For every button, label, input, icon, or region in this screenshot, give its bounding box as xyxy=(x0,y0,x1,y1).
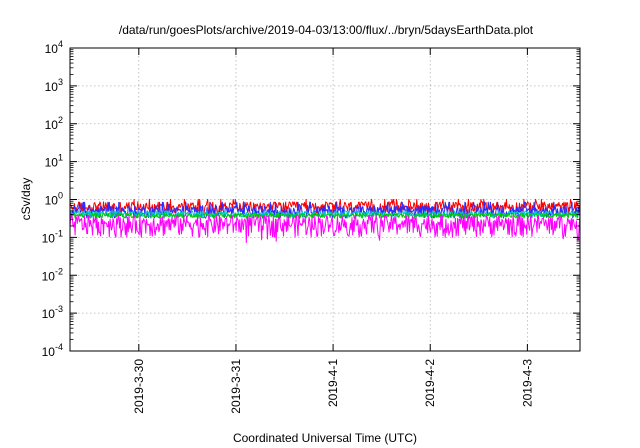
chart-title: /data/run/goesPlots/archive/2019-04-03/1… xyxy=(119,23,534,37)
y-tick-label: 101 xyxy=(45,153,63,170)
y-tick-label: 102 xyxy=(45,115,63,132)
y-tick-label: 104 xyxy=(45,39,63,56)
data-series-line xyxy=(69,201,581,219)
y-tick-label: 10-1 xyxy=(42,228,63,245)
y-tick-label: 10-4 xyxy=(42,342,63,359)
series-group xyxy=(69,198,581,244)
y-tick-label: 10-2 xyxy=(42,266,63,283)
y-tick-label: 10-3 xyxy=(42,304,63,321)
y-tick-label: 103 xyxy=(45,77,63,94)
y-axis-label: cSv/day xyxy=(19,178,33,221)
x-tick-label: 2019-3-31 xyxy=(229,359,243,414)
data-series-line xyxy=(69,214,581,244)
x-axis: 2019-3-30 2019-3-31 2019-4-1 2019-4-2 2019-4… xyxy=(132,48,534,414)
x-tick-label: 2019-4-3 xyxy=(520,359,534,407)
x-tick-label: 2019-3-30 xyxy=(132,359,146,414)
y-tick-label: 100 xyxy=(45,191,63,208)
y-axis: 104 103 102 101 100 10-1 10-2 10-3 10-4 xyxy=(42,39,580,359)
data-series-line xyxy=(69,212,581,219)
data-series-line xyxy=(69,210,581,218)
grid xyxy=(70,48,580,351)
x-tick-label: 2019-4-1 xyxy=(326,359,340,407)
x-axis-label: Coordinated Universal Time (UTC) xyxy=(233,431,417,445)
x-tick-label: 2019-4-2 xyxy=(423,359,437,407)
